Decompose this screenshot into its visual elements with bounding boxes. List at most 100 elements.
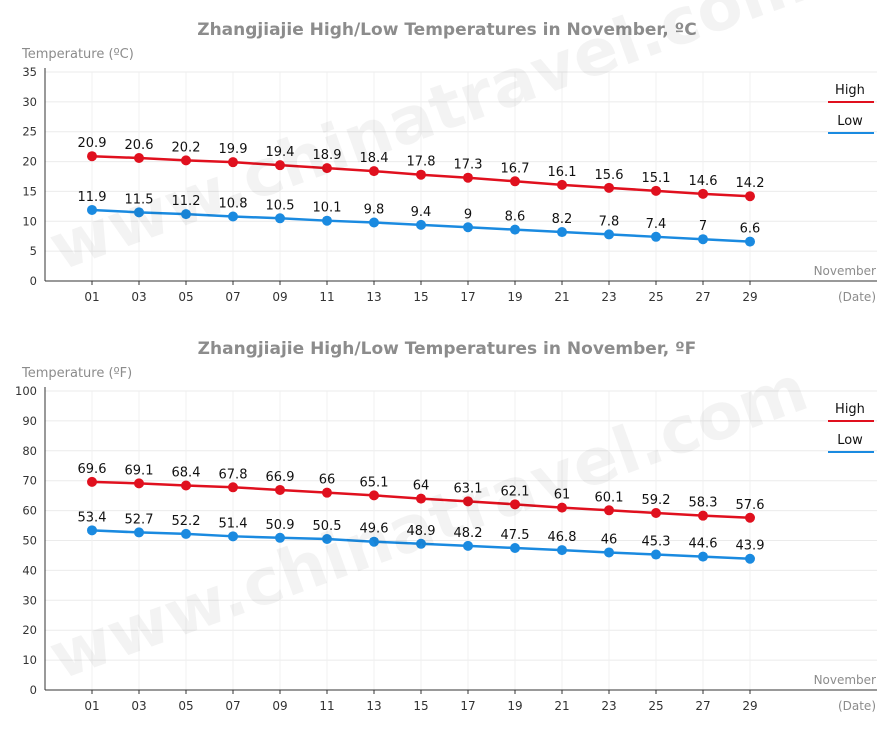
chart-0-y-axis-label: Temperature (ºC) xyxy=(21,47,134,62)
chart-1-x-axis-sublabel: (Date) xyxy=(838,699,876,713)
chart-1-series-high-point xyxy=(651,507,661,518)
chart-1-y-axis-label: Temperature (ºF) xyxy=(21,366,132,381)
chart-0-series-low-data-label: 11.9 xyxy=(78,190,107,205)
chart-0-series-high-point xyxy=(604,182,614,193)
chart-1-x-tick-label: 07 xyxy=(225,699,240,713)
chart-0-x-axis-label: November xyxy=(814,264,876,278)
chart-1-legend-high-label: High xyxy=(835,402,865,417)
chart-0-legend-low-label: Low xyxy=(837,114,863,129)
chart-1-legend-low-label: Low xyxy=(837,433,863,448)
chart-1-series-low-data-label: 50.9 xyxy=(266,518,295,533)
chart-1-series-low-data-label: 53.4 xyxy=(78,510,107,525)
chart-0-series-low-point xyxy=(604,229,614,240)
chart-0-series-high-point xyxy=(745,191,755,202)
chart-1-x-tick-label: 21 xyxy=(554,699,569,713)
chart-1-series-low-point xyxy=(463,540,473,551)
chart-0-series-low-point xyxy=(557,227,567,238)
chart-celsius: Zhangjiajie High/Low Temperatures in Nov… xyxy=(0,0,895,325)
chart-1-series-low-data-label: 52.2 xyxy=(172,514,201,529)
chart-0-series-low-point xyxy=(745,236,755,247)
chart-1-series-low-point xyxy=(604,547,614,558)
chart-0-series-low-point xyxy=(651,231,661,242)
chart-1-series-low-point xyxy=(369,536,379,547)
chart-1-series-low-data-label: 48.2 xyxy=(454,526,483,541)
chart-0-series-high-point xyxy=(698,188,708,199)
chart-1-series-high-data-label: 61 xyxy=(554,488,571,503)
chart-0-series-low-point xyxy=(228,211,238,222)
chart-1-series-high-data-label: 65.1 xyxy=(360,475,389,490)
chart-0-series-low-point xyxy=(698,234,708,245)
chart-0-series-low-point xyxy=(181,209,191,220)
chart-0-series-high-point xyxy=(463,172,473,183)
chart-0-x-tick-label: 25 xyxy=(648,290,663,304)
chart-1-x-tick-label: 29 xyxy=(742,699,757,713)
chart-0-x-tick-label: 05 xyxy=(178,290,193,304)
chart-0-x-tick-label: 29 xyxy=(742,290,757,304)
chart-0-series-low-data-label: 10.5 xyxy=(266,198,295,213)
chart-1-y-tick-label: 30 xyxy=(22,593,37,607)
chart-0-series-high-point xyxy=(369,166,379,177)
chart-1-series-high-point xyxy=(87,476,97,487)
chart-0-series-low-data-label: 7.8 xyxy=(599,214,620,229)
chart-0-x-tick-label: 03 xyxy=(131,290,146,304)
chart-0-series-low-data-label: 11.5 xyxy=(125,192,154,207)
chart-0-series-low-point xyxy=(416,219,426,230)
chart-0-series-high-data-label: 17.3 xyxy=(454,158,483,173)
chart-0-x-tick-label: 27 xyxy=(695,290,710,304)
chart-1-series-low-point xyxy=(134,527,144,538)
chart-0-x-tick-label: 23 xyxy=(601,290,616,304)
chart-0-series-low-data-label: 7.4 xyxy=(646,217,667,232)
chart-1-y-tick-label: 90 xyxy=(22,414,37,428)
chart-1-y-tick-label: 60 xyxy=(22,504,37,518)
chart-1-series-high-point xyxy=(416,493,426,504)
chart-0-x-tick-label: 17 xyxy=(460,290,475,304)
chart-1-series-high-point xyxy=(463,496,473,507)
chart-0-series-high-data-label: 20.2 xyxy=(172,140,201,155)
chart-0-series-low-data-label: 9.8 xyxy=(364,202,385,217)
chart-0-series-high-point xyxy=(134,152,144,163)
chart-0-series-high-data-label: 18.4 xyxy=(360,151,389,166)
chart-1-series-high-point xyxy=(604,505,614,516)
chart-0-series-low-data-label: 9.4 xyxy=(411,205,432,220)
chart-1-series-high-point xyxy=(275,484,285,495)
chart-1-y-tick-label: 50 xyxy=(22,534,37,548)
chart-1-series-high-point xyxy=(134,478,144,489)
chart-1-series-low-data-label: 51.4 xyxy=(219,516,248,531)
chart-0-series-high-data-label: 20.6 xyxy=(125,138,154,153)
chart-0-series-low-data-label: 10.8 xyxy=(219,197,248,212)
chart-0-x-tick-label: 11 xyxy=(319,290,334,304)
chart-1-x-axis-label: November xyxy=(814,673,876,687)
chart-1-x-tick-label: 25 xyxy=(648,699,663,713)
chart-0-series-high-point xyxy=(557,179,567,190)
chart-0-series-high-data-label: 17.8 xyxy=(407,155,436,170)
chart-0-y-tick-label: 15 xyxy=(22,184,37,198)
chart-fahrenheit: Zhangjiajie High/Low Temperatures in Nov… xyxy=(0,325,895,730)
chart-1-y-tick-label: 10 xyxy=(22,653,37,667)
chart-1-series-high-point xyxy=(322,487,332,498)
chart-0-series-high-data-label: 16.7 xyxy=(501,161,530,176)
chart-0-x-tick-label: 07 xyxy=(225,290,240,304)
chart-0-y-tick-label: 10 xyxy=(22,214,37,228)
chart-0-series-high-point xyxy=(181,155,191,166)
chart-celsius-svg: Zhangjiajie High/Low Temperatures in Nov… xyxy=(21,0,877,304)
chart-0-series-low-data-label: 8.2 xyxy=(552,212,573,227)
chart-0-series-high-point xyxy=(322,163,332,174)
chart-1-series-high-data-label: 64 xyxy=(413,479,430,494)
chart-fahrenheit-svg: Zhangjiajie High/Low Temperatures in Nov… xyxy=(15,339,877,713)
chart-0-series-low-point xyxy=(510,224,520,235)
chart-1-x-tick-label: 05 xyxy=(178,699,193,713)
chart-0-y-tick-label: 25 xyxy=(22,125,37,139)
chart-1-x-tick-label: 09 xyxy=(272,699,287,713)
chart-1-y-tick-label: 80 xyxy=(22,444,37,458)
chart-1-series-high-data-label: 59.2 xyxy=(642,493,671,508)
chart-0-series-high-point xyxy=(651,185,661,196)
chart-1-series-low-point xyxy=(322,534,332,545)
chart-1-series-low-data-label: 46 xyxy=(601,532,618,547)
chart-1-y-tick-label: 0 xyxy=(30,683,37,697)
chart-0-series-high-data-label: 15.6 xyxy=(595,168,624,183)
chart-0-series-high-data-label: 18.9 xyxy=(313,148,342,163)
chart-0-legend-high-label: High xyxy=(835,83,865,98)
chart-0-y-tick-label: 0 xyxy=(30,274,37,288)
chart-0-series-low-point xyxy=(369,217,379,228)
chart-1-series-low-point xyxy=(228,531,238,542)
